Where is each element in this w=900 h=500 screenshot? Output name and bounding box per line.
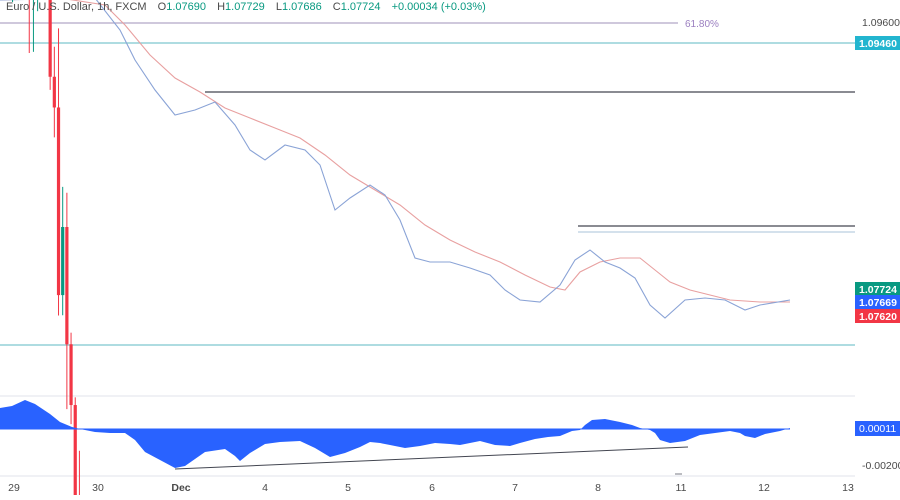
candle-body — [56, 107, 61, 296]
close-label: C — [332, 1, 341, 13]
close-value: 1.07724 — [340, 1, 381, 13]
indicator-value-text: 0.00011 — [859, 423, 896, 435]
candlestick-series[interactable] — [0, 0, 792, 500]
open-label: O — [157, 1, 167, 13]
low-value: 1.07686 — [281, 1, 322, 13]
time-label: 13 — [842, 482, 854, 494]
candle-body — [69, 344, 73, 406]
level-badge-text: 1.09460 — [859, 38, 897, 50]
price-axis[interactable]: 1.096001.094001.092001.090001.088001.086… — [855, 17, 900, 495]
time-label: 29 — [8, 482, 20, 494]
candle-body — [52, 76, 56, 108]
open-value: 1.07690 — [166, 1, 206, 13]
candle-body — [61, 227, 65, 296]
last-price-badge-text: 1.07724 — [859, 284, 897, 296]
indicator-pane[interactable] — [0, 400, 790, 475]
ema-fast-line — [0, 0, 791, 319]
time-label: 11 — [676, 482, 687, 494]
horizontal-levels: 61.80% — [0, 19, 855, 346]
ema-slow-line — [0, 0, 790, 303]
time-label: Dec — [171, 482, 190, 494]
level-badge — [855, 36, 900, 50]
indicator-axis[interactable]: 0.00011 -0.00200 — [855, 421, 900, 472]
time-label: 12 — [758, 482, 770, 494]
symbol-legend: Euro / U.S. Dollar, 1h, FXCM O1.07690 H1… — [6, 1, 486, 13]
oscillator-area — [0, 400, 790, 468]
time-label: 7 — [512, 482, 518, 494]
price-tick-label: 1.09600 — [862, 17, 900, 29]
ema-fast-badge — [855, 295, 900, 309]
divergence-trendline[interactable] — [174, 446, 689, 470]
ema-fast-badge-text: 1.07669 — [859, 297, 897, 309]
time-label: 8 — [595, 482, 601, 494]
low-label: L — [275, 1, 282, 13]
time-label: 5 — [345, 482, 351, 494]
indicator-tick-label: -0.00200 — [862, 460, 900, 472]
fib-618-label: 61.80% — [685, 19, 719, 30]
change-value: +0.00034 (+0.03%) — [391, 1, 486, 13]
time-axis[interactable]: 29 30 Dec 4 5 6 7 8 11 12 13 — [8, 482, 854, 494]
time-label: 6 — [429, 482, 435, 494]
last-price-badge — [855, 282, 900, 296]
candle-body — [65, 227, 69, 345]
ema-slow-badge — [855, 309, 900, 323]
high-value: 1.07729 — [225, 1, 265, 13]
time-label: 30 — [92, 482, 104, 494]
indicator-value-badge — [855, 421, 900, 436]
ema-slow-badge-text: 1.07620 — [859, 311, 897, 323]
candle-body — [73, 405, 77, 500]
candle-body — [48, 0, 52, 77]
symbol-title: Euro / U.S. Dollar, 1h, FXCM — [6, 1, 147, 13]
high-label: H — [217, 1, 226, 13]
time-label: 4 — [262, 482, 268, 494]
